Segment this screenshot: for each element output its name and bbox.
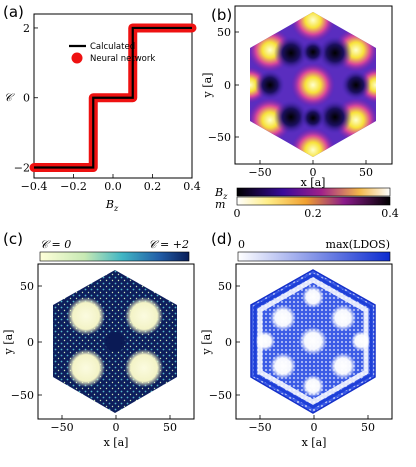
y-tick-label: 50 xyxy=(217,26,231,39)
panel-c-xlabel: x [a] xyxy=(104,436,129,449)
panel-b-colorbar-bz xyxy=(236,187,391,197)
x-tick-label: −50 xyxy=(248,421,271,434)
panel-label-c: (c) xyxy=(3,230,23,248)
x-tick-label: 0 xyxy=(310,166,317,179)
panel-b-xlabel: x [a] xyxy=(301,176,326,189)
y-tick-label: 0 xyxy=(27,336,34,349)
legend-swatch-neural-network xyxy=(71,52,83,64)
y-tick-label: −2 xyxy=(14,162,30,175)
legend-label-calculated: Calculated xyxy=(90,42,135,52)
panel-a-x-ticks: −0.4 −0.2 0.0 0.2 0.4 xyxy=(21,174,201,193)
panel-a-series xyxy=(29,23,197,173)
x-tick-label: 0 xyxy=(311,421,318,434)
y-tick-label: 2 xyxy=(23,22,30,35)
x-tick-label: 50 xyxy=(359,166,373,179)
panel-d-heatmap xyxy=(251,270,375,413)
panel-c-colorbar xyxy=(39,251,190,262)
x-tick-label: 0.0 xyxy=(104,180,122,193)
x-tick-label: −0.2 xyxy=(60,180,87,193)
y-tick-label: 0 xyxy=(225,336,232,349)
panel-d-colorbar xyxy=(237,251,391,262)
x-tick-label: −0.4 xyxy=(21,180,48,193)
panel-b-colorbar-tick-2: 0.4 xyxy=(381,207,399,220)
panel-d-map: 0 max(LDOS) −50 0 50 −50 0 50 x [a] y [a] xyxy=(200,238,393,449)
y-tick-label: −50 xyxy=(208,131,231,144)
panel-d-colorbar-left-label: 0 xyxy=(238,238,245,251)
panel-a-ylabel: 𝒞 xyxy=(4,91,15,104)
panel-c-heatmap xyxy=(53,270,177,413)
panel-label-b: (b) xyxy=(211,6,232,24)
panel-a-chart: −0.4 −0.2 0.0 0.2 0.4 −2 0 2 Bz 𝒞 Calculated N… xyxy=(4,13,201,213)
x-tick-label: 50 xyxy=(163,421,177,434)
panel-d-ylabel: y [a] xyxy=(200,330,213,356)
panel-c-colorbar-left-label: 𝒞 = 0 xyxy=(40,238,71,251)
panel-b-ylabel: y [a] xyxy=(201,73,214,99)
panel-b-ticks: −50 0 50 −50 0 50 xyxy=(208,26,373,179)
y-tick-label: −50 xyxy=(11,389,34,402)
x-tick-label: 50 xyxy=(361,421,375,434)
x-tick-label: −50 xyxy=(50,421,73,434)
panel-label-a: (a) xyxy=(3,3,24,21)
legend-label-neural-network: Neural network xyxy=(90,54,155,64)
y-tick-label: 0 xyxy=(23,92,30,105)
panel-c-ylabel: y [a] xyxy=(2,330,15,356)
series-calculated xyxy=(34,26,192,169)
panel-b-colorbar-tick-0: 0 xyxy=(234,207,241,220)
x-tick-label: −50 xyxy=(248,166,271,179)
x-tick-label: 0 xyxy=(113,421,120,434)
panel-a-legend: Calculated Neural network xyxy=(69,42,155,64)
panel-c-colorbar-right-label: 𝒞 = +2 xyxy=(149,238,189,251)
panel-d-colorbar-right-label: max(LDOS) xyxy=(326,238,390,251)
x-tick-label: 0.4 xyxy=(183,180,201,193)
panel-a-xlabel: Bz xyxy=(105,198,119,213)
panel-c-ticks: −50 0 50 −50 0 50 xyxy=(11,280,177,434)
panel-a-y-ticks: −2 0 2 xyxy=(14,22,38,175)
panel-label-d: (d) xyxy=(211,230,232,248)
y-tick-label: 50 xyxy=(218,280,232,293)
panel-b-colorbar-tick-1: 0.2 xyxy=(304,207,322,220)
panel-d-ticks: −50 0 50 −50 0 50 xyxy=(209,280,375,434)
y-tick-label: 0 xyxy=(224,79,231,92)
panel-c-map: 𝒞 = 0 𝒞 = +2 −50 0 50 −50 0 50 x [a] y [a] xyxy=(2,238,195,449)
y-tick-label: −50 xyxy=(209,389,232,402)
panel-b-heatmap xyxy=(250,12,376,157)
panel-b-colorbar-m xyxy=(236,196,391,206)
panel-b-colorbar-label-m: m xyxy=(215,198,225,211)
y-tick-label: 50 xyxy=(20,280,34,293)
panel-d-xlabel: x [a] xyxy=(302,436,327,449)
x-tick-label: 0.2 xyxy=(144,180,162,193)
